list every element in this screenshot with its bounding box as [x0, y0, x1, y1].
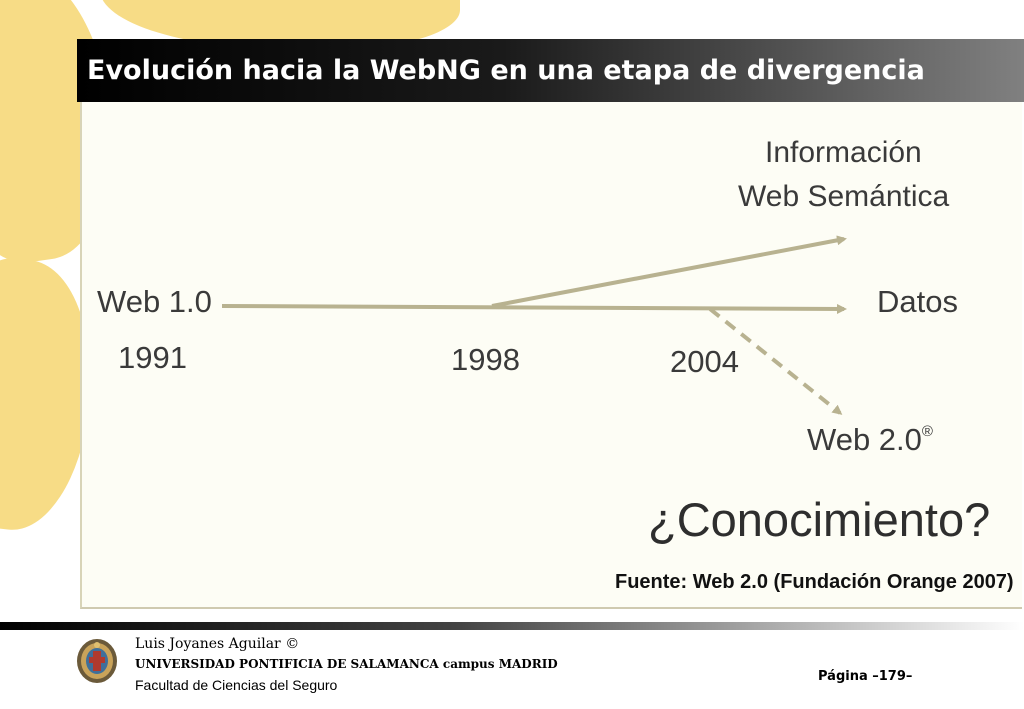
label-web1: Web 1.0: [97, 284, 212, 319]
registered-mark: ®: [921, 423, 933, 440]
slide-title: Evolución hacia la WebNG en una etapa de…: [87, 55, 925, 86]
footer-faculty: Facultad de Ciencias del Seguro: [135, 677, 338, 693]
label-web2-text: Web 2.0: [807, 422, 922, 457]
year-2004: 2004: [670, 344, 739, 379]
footer-author: Luis Joyanes Aguilar ©: [135, 636, 300, 652]
web1-to-datos-line: [221, 303, 847, 314]
label-web2: Web 2.0®: [807, 422, 933, 458]
label-web-semantica: Web Semántica: [738, 180, 950, 213]
footer-university: UNIVERSIDAD PONTIFICIA DE SALAMANCA camp…: [135, 657, 558, 671]
footer-divider: [0, 622, 1024, 630]
title-bar: Evolución hacia la WebNG en una etapa de…: [77, 39, 1024, 102]
label-datos: Datos: [877, 284, 958, 319]
year-1998: 1998: [451, 342, 520, 377]
page-number: Página –179–: [818, 669, 913, 684]
university-seal-icon: [77, 639, 117, 683]
branch-to-semantic-web-line: [491, 235, 847, 308]
year-1991: 1991: [118, 340, 187, 375]
label-informacion: Información: [765, 136, 922, 169]
question-conocimiento: ¿Conocimiento?: [648, 493, 991, 546]
diagram-arrows: [221, 235, 847, 415]
branch-to-web2-dashed-line: [708, 307, 843, 415]
diagram-panel: Información Web Semántica Web 1.0 Datos …: [80, 102, 1022, 609]
source-caption: Fuente: Web 2.0 (Fundación Orange 2007): [615, 571, 1014, 593]
